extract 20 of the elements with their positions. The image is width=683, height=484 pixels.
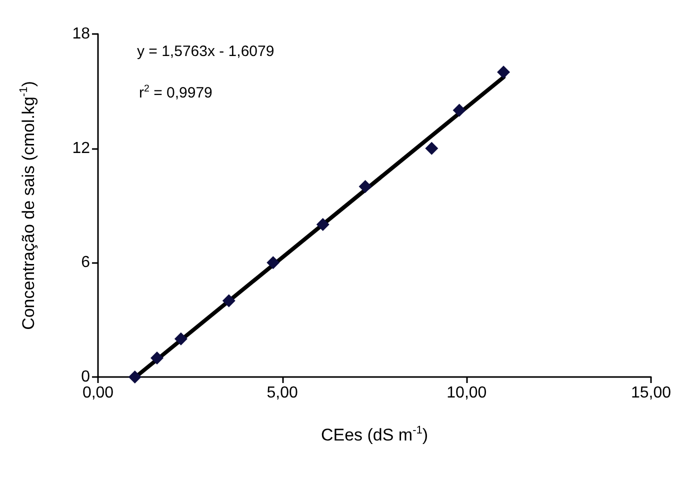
- point: [266, 256, 280, 270]
- point: [174, 332, 188, 346]
- x-tick-label: 15,00: [630, 384, 672, 402]
- point: [358, 180, 372, 193]
- y-axis-title: Concentração de sais (cmol.kg-1): [18, 81, 38, 330]
- y-tick-label: 12: [72, 140, 90, 157]
- point: [316, 218, 330, 232]
- annotation: y = 1,5763x - 1,6079: [137, 43, 274, 60]
- y-tick-label: 6: [81, 254, 90, 272]
- point: [497, 66, 510, 79]
- point: [452, 104, 466, 117]
- x-tick-label: 5,00: [266, 384, 298, 402]
- point: [150, 351, 164, 364]
- point: [128, 370, 142, 384]
- y-tick-label: 0: [81, 368, 90, 386]
- point: [222, 294, 236, 308]
- y-tick-label: 18: [72, 26, 90, 42]
- x-tick-label: 0,00: [82, 384, 114, 402]
- x-tick-label: 10,00: [446, 384, 487, 402]
- point: [425, 142, 438, 155]
